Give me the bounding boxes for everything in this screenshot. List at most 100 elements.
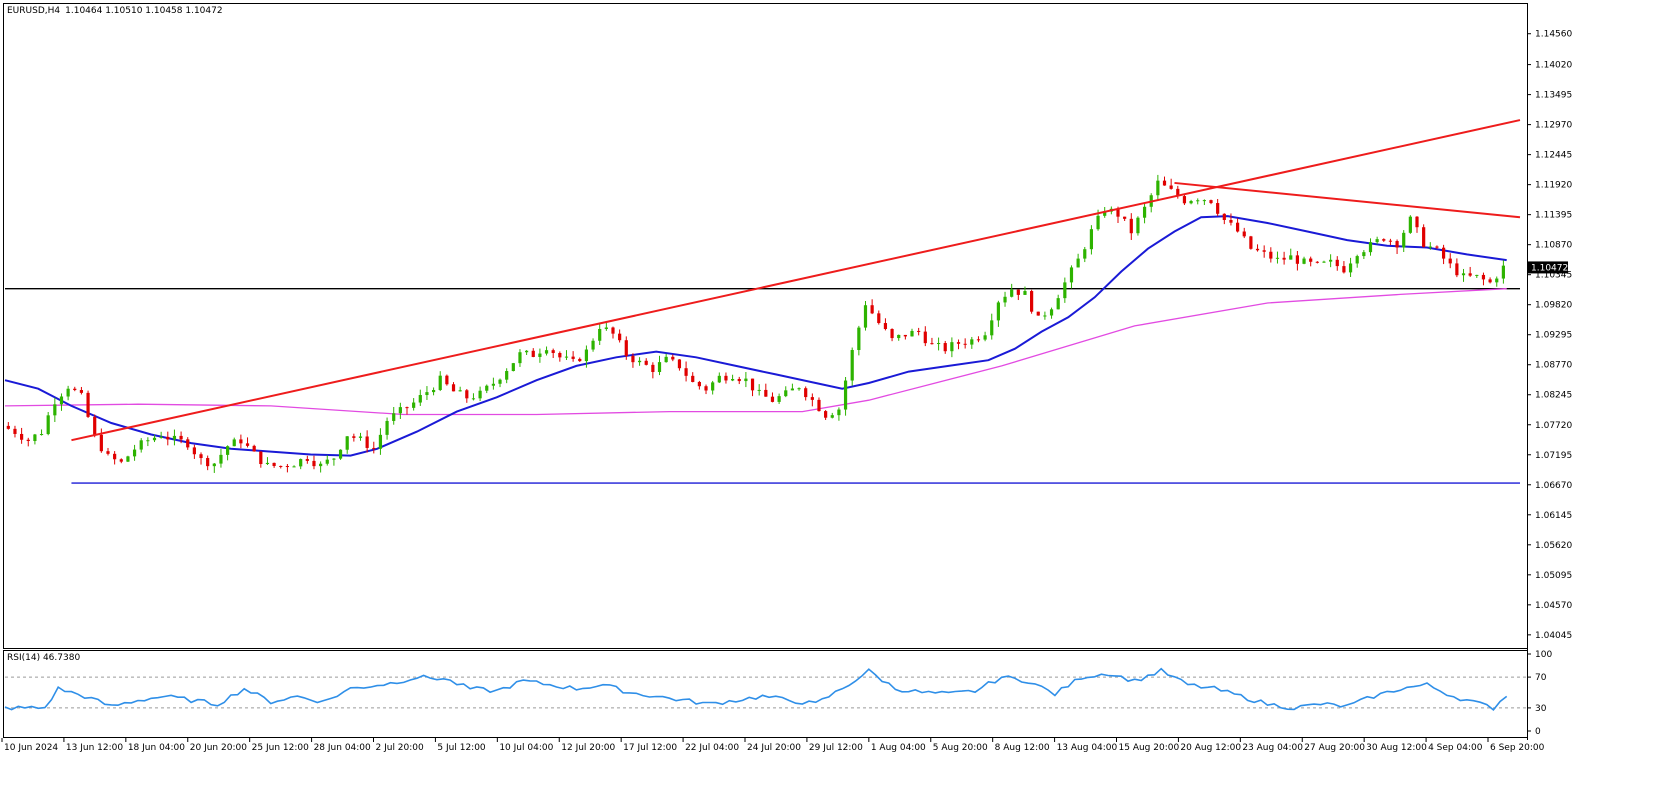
candle-body (1089, 229, 1094, 250)
candle-body (405, 407, 409, 409)
candle-body (152, 437, 157, 441)
price-tick-label: 1.07720 (1535, 421, 1572, 431)
candle-body (1488, 279, 1492, 283)
candle-body (378, 434, 383, 449)
candle-body (345, 436, 349, 450)
time-tick-label: 17 Jul 12:00 (623, 743, 677, 753)
rsi-header: RSI(14) 46.7380 (7, 653, 80, 663)
price-tick-label: 1.09295 (1535, 331, 1572, 341)
candle-body (883, 323, 888, 330)
candle-body (206, 458, 210, 467)
price-tick-label: 1.07195 (1535, 451, 1572, 461)
candle-body (644, 360, 648, 365)
candle-body (525, 350, 529, 353)
candle-body (159, 436, 163, 438)
candle-body (1335, 259, 1339, 267)
candle-body (485, 385, 489, 391)
candle-body (1275, 257, 1280, 259)
price-tick-label: 1.06670 (1535, 481, 1572, 491)
candle-body (956, 342, 961, 344)
candle-body (1262, 250, 1266, 252)
time-tick-label: 6 Sep 20:00 (1490, 743, 1545, 753)
candle-body (179, 435, 183, 440)
candle-body (1096, 215, 1100, 230)
time-tick-label: 30 Aug 12:00 (1366, 743, 1427, 753)
candle-body (996, 302, 1000, 321)
time-tick-label: 5 Jul 12:00 (437, 743, 486, 753)
candle-body (564, 356, 569, 358)
candle-body (212, 463, 216, 467)
candle-body (1382, 239, 1386, 241)
time-tick-label: 10 Jun 2024 (4, 743, 58, 753)
candle-body (119, 459, 123, 462)
candle-body (305, 459, 309, 461)
candle-body (1176, 188, 1180, 197)
candle-body (358, 436, 363, 438)
candle-body (1455, 263, 1459, 276)
time-tick-label: 28 Jun 04:00 (314, 743, 371, 753)
time-tick-label: 8 Aug 12:00 (995, 743, 1050, 753)
candle-body (46, 415, 50, 435)
falling-trend-line (1174, 181, 1521, 219)
rsi-tick-label: 0 (1535, 727, 1541, 737)
candle-body (1216, 203, 1220, 214)
candle-body (1056, 298, 1060, 310)
candle-body (558, 352, 562, 358)
candle-body (73, 388, 77, 391)
price-tick-label: 1.14020 (1535, 61, 1572, 71)
candle-body (1375, 239, 1379, 243)
candle-body (445, 375, 449, 385)
time-tick-label: 5 Aug 20:00 (933, 743, 988, 753)
moving-averages (4, 215, 1507, 457)
candle-body (1043, 315, 1047, 317)
candle-body (518, 352, 522, 364)
candle-body (192, 447, 196, 455)
candle-body (372, 447, 376, 449)
candle-body (1129, 218, 1133, 234)
price-tick-label: 1.06145 (1535, 511, 1572, 521)
time-tick-label: 24 Jul 20:00 (747, 743, 801, 753)
candle-body (1428, 246, 1432, 248)
candle-body (897, 334, 901, 339)
price-tick-label: 1.12445 (1535, 151, 1572, 161)
fast-moving-average-line (4, 215, 1507, 457)
candle-body (930, 343, 934, 345)
candle-body (139, 440, 143, 450)
candle-body (857, 327, 861, 351)
candle-body (418, 395, 422, 403)
candle-body (923, 331, 927, 344)
candle-body (232, 439, 236, 447)
candle-body (1435, 246, 1439, 248)
candle-body (704, 386, 708, 391)
candle-body (657, 362, 662, 373)
time-tick-label: 23 Aug 04:00 (1242, 743, 1303, 753)
candle-body (1408, 216, 1412, 233)
candle-body (824, 411, 828, 418)
candle-body (431, 389, 436, 393)
price-tick-label: 1.05095 (1535, 571, 1572, 581)
candle-body (1295, 255, 1300, 264)
time-tick-label: 18 Jun 04:00 (128, 743, 185, 753)
candle-body (1368, 242, 1373, 253)
price-tick-label: 1.04045 (1535, 631, 1572, 641)
main-panel-frame (3, 3, 1528, 649)
candle-body (1083, 249, 1087, 259)
candle-body (611, 327, 615, 334)
candle-body (245, 443, 250, 446)
candle-body (1076, 258, 1080, 268)
candle-body (963, 343, 967, 345)
candle-body (1196, 200, 1200, 202)
candle-body (757, 389, 761, 391)
candle-body (1415, 216, 1419, 228)
candle-body (312, 460, 316, 467)
time-tick-label: 29 Jul 12:00 (809, 743, 863, 753)
candle-body (1209, 200, 1213, 204)
candle-body (1069, 267, 1074, 283)
candle-body (671, 356, 675, 360)
candle-body (730, 378, 735, 381)
candle-body (684, 368, 688, 376)
candle-body (338, 449, 343, 459)
price-tick-label: 1.14560 (1535, 30, 1572, 40)
time-tick-label: 20 Jun 20:00 (190, 743, 247, 753)
candle-body (1249, 236, 1253, 249)
